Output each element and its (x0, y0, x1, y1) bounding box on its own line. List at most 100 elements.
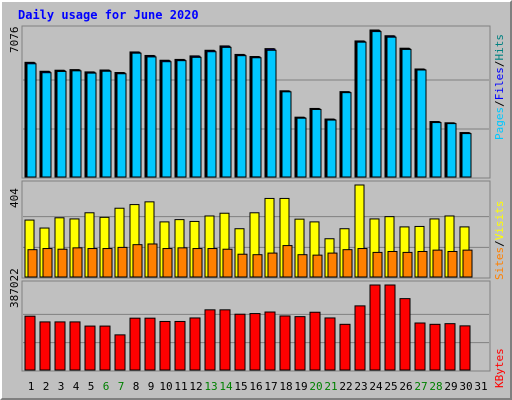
x-axis-labels: 1 2 3 4 5 6 7 8 9 10 11 12 13 14 15 16 17 18 19 20 21 22 23 24 2… (28, 380, 488, 393)
chart-title: Daily usage for June 2020 (18, 8, 199, 22)
x-tick-label: 8 (133, 380, 140, 393)
x-tick-label: 28 (429, 380, 442, 393)
hits-bar-pages-day-8 (131, 52, 142, 178)
kbytes-bar-kbytes-day-12 (189, 317, 201, 371)
legend-entry: / (493, 100, 506, 107)
legend-kbytes-panel: KBytes (493, 348, 506, 388)
hits-bar-pages-day-27 (416, 69, 427, 178)
visits-bar-sites-day-30 (462, 249, 473, 278)
hits-bar-pages-day-4 (71, 70, 82, 178)
x-tick-label: 1 (28, 380, 35, 393)
kbytes-bar-kbytes-day-17 (264, 311, 276, 371)
x-tick-label: 25 (384, 380, 397, 393)
visits-bar-sites-day-2 (42, 248, 53, 278)
kbytes-bar-kbytes-day-19 (294, 316, 306, 371)
x-tick-label: 21 (324, 380, 337, 393)
hits-bar-pages-day-5 (86, 72, 97, 178)
hits-bar-pages-day-30 (461, 133, 472, 178)
panel-kbytes: 387022 (8, 268, 491, 372)
x-tick-label: 14 (219, 380, 233, 393)
x-tick-label: 2 (43, 380, 50, 393)
kbytes-bar-kbytes-day-16 (249, 313, 261, 371)
hits-bar-pages-day-14 (221, 46, 232, 178)
hits-bar-pages-day-13 (206, 51, 217, 178)
visits-bar-sites-day-24 (372, 251, 383, 278)
visits-bar-sites-day-17 (267, 252, 278, 278)
visits-bar-sites-day-27 (417, 250, 428, 278)
hits-bar-pages-day-17 (266, 49, 277, 178)
x-tick-label: 18 (279, 380, 292, 393)
hits-bar-pages-day-29 (446, 123, 457, 178)
visits-bar-sites-day-23 (357, 248, 368, 278)
legend-hits-panel: Pages/Files/Hits (493, 34, 506, 140)
hits-bar-pages-day-26 (401, 48, 412, 178)
hits-bar-pages-day-22 (341, 92, 352, 178)
x-tick-label: 29 (444, 380, 457, 393)
legend-entry: KBytes (493, 348, 506, 388)
kbytes-bar-kbytes-day-22 (339, 323, 351, 371)
visits-bar-sites-day-10 (162, 248, 173, 278)
panel-max-label: 7076 (8, 27, 21, 54)
visits-bar-sites-day-12 (192, 248, 203, 278)
x-tick-label: 9 (148, 380, 155, 393)
hits-bar-pages-day-24 (371, 31, 382, 178)
x-tick-label: 16 (249, 380, 262, 393)
visits-bar-sites-day-21 (327, 252, 338, 278)
hits-bar-pages-day-23 (356, 41, 367, 178)
x-tick-label: 13 (204, 380, 217, 393)
kbytes-bar-kbytes-day-9 (144, 317, 156, 371)
x-tick-label: 5 (88, 380, 95, 393)
kbytes-bar-kbytes-day-20 (309, 311, 321, 371)
kbytes-bar-kbytes-day-23 (354, 305, 366, 371)
hits-bar-pages-day-16 (251, 57, 262, 178)
kbytes-bar-kbytes-day-11 (174, 320, 186, 371)
visits-bar-sites-day-28 (432, 249, 443, 278)
panel-max-label: 387022 (8, 268, 21, 308)
kbytes-bar-kbytes-day-29 (444, 323, 456, 371)
visits-bar-sites-day-16 (252, 254, 263, 278)
legend-entry: Hits (493, 34, 506, 61)
kbytes-bar-kbytes-day-30 (459, 325, 471, 371)
kbytes-bar-kbytes-day-1 (24, 315, 36, 371)
visits-bar-sites-day-29 (447, 250, 458, 278)
hits-bar-pages-day-1 (26, 63, 37, 178)
hits-bar-pages-day-7 (116, 73, 127, 178)
x-tick-label: 4 (73, 380, 80, 393)
visits-bar-sites-day-6 (102, 248, 113, 278)
x-tick-label: 7 (118, 380, 125, 393)
legend-entry: / (493, 240, 506, 247)
visits-bar-sites-day-1 (27, 249, 38, 278)
x-tick-label: 10 (159, 380, 172, 393)
hits-bar-pages-day-2 (41, 72, 52, 178)
visits-bar-sites-day-9 (147, 243, 158, 278)
kbytes-bar-kbytes-day-4 (69, 321, 81, 371)
kbytes-bar-kbytes-day-2 (39, 321, 51, 371)
x-tick-label: 22 (339, 380, 352, 393)
hits-bar-pages-day-9 (146, 56, 157, 178)
visits-bar-sites-day-18 (282, 245, 293, 278)
x-tick-label: 19 (294, 380, 307, 393)
x-tick-label: 31 (474, 380, 487, 393)
x-tick-label: 20 (309, 380, 322, 393)
panel-max-label: 404 (8, 188, 21, 208)
hits-bar-pages-day-28 (431, 122, 442, 178)
legend-entry: / (493, 61, 506, 68)
kbytes-bar-kbytes-day-8 (129, 317, 141, 371)
visits-bar-sites-day-8 (132, 244, 143, 278)
hits-bar-pages-day-15 (236, 55, 247, 178)
kbytes-bar-kbytes-day-24 (369, 284, 381, 371)
visits-bar-sites-day-13 (207, 248, 218, 278)
kbytes-bar-kbytes-day-5 (84, 325, 96, 371)
legend-entry: Pages (493, 107, 506, 140)
x-tick-label: 17 (264, 380, 277, 393)
kbytes-bar-kbytes-day-15 (234, 313, 246, 371)
kbytes-bar-kbytes-day-10 (159, 320, 171, 371)
kbytes-bar-kbytes-day-3 (54, 321, 66, 371)
kbytes-bar-kbytes-day-18 (279, 315, 291, 371)
legend-entry: Sites (493, 247, 506, 280)
hits-bar-pages-day-19 (296, 117, 307, 178)
hits-bar-pages-day-18 (281, 91, 292, 178)
hits-bar-pages-day-11 (176, 60, 187, 178)
visits-bar-sites-day-26 (402, 251, 413, 278)
x-tick-label: 6 (103, 380, 110, 393)
